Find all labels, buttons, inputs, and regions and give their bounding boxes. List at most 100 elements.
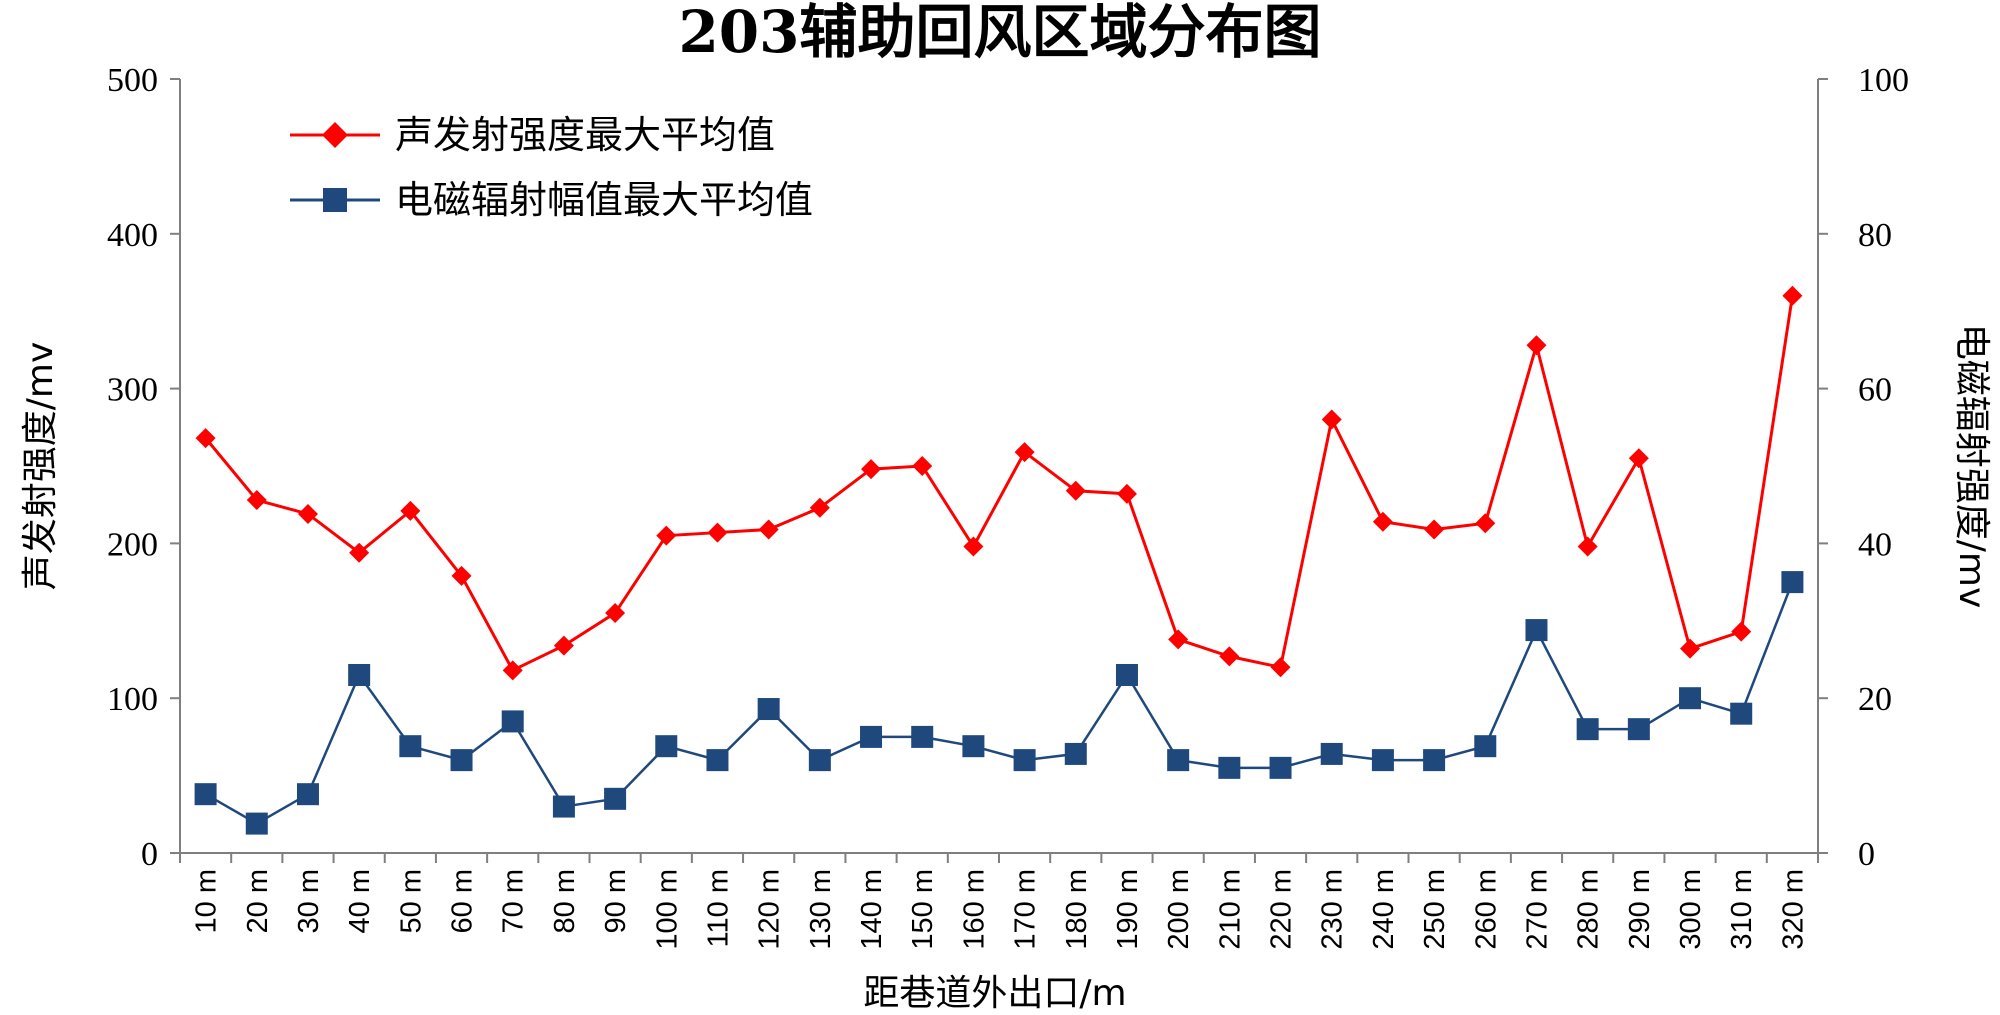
data-point-square — [1781, 571, 1804, 594]
data-point-diamond — [656, 525, 677, 546]
data-point-square — [1525, 619, 1548, 642]
data-point-diamond — [349, 542, 370, 563]
left-y-axis-label: 声发射强度/mv — [20, 342, 61, 591]
x-tick-label: 180 m — [1061, 869, 1093, 950]
x-tick-label: 140 m — [856, 869, 888, 950]
data-point-square — [706, 749, 729, 772]
x-tick-label: 70 m — [498, 869, 530, 933]
data-point-square — [1320, 742, 1343, 765]
data-point-square — [1371, 749, 1394, 772]
data-point-square — [1218, 756, 1241, 779]
x-tick-label: 100 m — [651, 869, 683, 950]
data-point-diamond — [605, 603, 626, 624]
left-y-tick-label: 400 — [107, 217, 158, 254]
legend-label-acoustic: 声发射强度最大平均值 — [395, 113, 775, 157]
x-tick-label: 80 m — [549, 869, 581, 933]
data-point-diamond — [1475, 513, 1496, 534]
data-point-diamond — [1577, 536, 1598, 557]
legend-entry-acoustic: 声发射强度最大平均值 — [290, 113, 775, 157]
data-point-square — [1423, 749, 1446, 772]
legend-label-electromagnetic: 电磁辐射幅值最大平均值 — [395, 178, 813, 222]
x-tick-label: 150 m — [907, 869, 939, 950]
data-point-diamond — [861, 459, 882, 480]
data-point-square — [1679, 687, 1702, 710]
data-point-diamond — [400, 500, 421, 521]
data-point-diamond — [1321, 409, 1342, 430]
data-point-diamond — [1424, 519, 1445, 540]
right-y-tick-label: 0 — [1858, 836, 1875, 873]
x-tick-label: 290 m — [1624, 869, 1656, 950]
x-axis-label: 距巷道外出口/m — [863, 973, 1126, 1014]
x-tick-label: 20 m — [242, 869, 274, 933]
data-point-diamond — [758, 519, 779, 540]
data-point-diamond — [1731, 621, 1752, 642]
x-tick-label: 260 m — [1470, 869, 1502, 950]
data-point-square — [1730, 702, 1753, 725]
data-point-square — [1269, 756, 1292, 779]
data-point-diamond — [451, 565, 472, 586]
data-point-square — [1576, 718, 1599, 741]
data-point-square — [1627, 718, 1650, 741]
left-y-tick-label: 200 — [107, 526, 158, 563]
x-tick-label: 190 m — [1112, 869, 1144, 950]
x-tick-label: 30 m — [293, 869, 325, 933]
data-point-square — [604, 787, 627, 810]
data-point-square — [399, 735, 422, 758]
data-point-diamond — [809, 497, 830, 518]
right-y-tick-label: 20 — [1858, 681, 1892, 718]
data-point-square — [808, 749, 831, 772]
x-tick-label: 220 m — [1266, 869, 1298, 950]
data-point-diamond — [195, 428, 216, 449]
legend-square-marker — [323, 188, 347, 212]
x-tick-label: 160 m — [958, 869, 990, 950]
data-point-square — [962, 735, 985, 758]
data-point-diamond — [1219, 646, 1240, 667]
x-tick-label: 250 m — [1419, 869, 1451, 950]
data-point-square — [450, 749, 473, 772]
data-point-square — [348, 663, 371, 686]
data-point-square — [757, 698, 780, 721]
right-y-axis-label: 电磁辐射强度/mv — [1951, 324, 1992, 609]
right-y-tick-label: 40 — [1858, 526, 1892, 563]
data-point-square — [501, 710, 524, 733]
data-point-diamond — [1372, 511, 1393, 532]
series-layer — [194, 285, 1804, 835]
data-point-diamond — [1014, 442, 1035, 463]
left-y-tick-label: 300 — [107, 372, 158, 409]
series-line-1 — [204, 581, 1794, 826]
legend-diamond-marker — [322, 122, 348, 148]
legend-entry-electromagnetic: 电磁辐射幅值最大平均值 — [290, 178, 813, 222]
x-tick-label: 110 m — [702, 869, 734, 947]
x-tick-label: 270 m — [1521, 869, 1553, 950]
data-point-square — [655, 735, 678, 758]
left-y-tick-label: 500 — [107, 62, 158, 99]
left-y-tick-label: 100 — [107, 681, 158, 718]
chart-title: 203辅助回风区域分布图 — [678, 0, 1321, 66]
x-tick-label: 50 m — [395, 869, 427, 933]
x-tick-label: 320 m — [1777, 869, 1809, 950]
x-tick-label: 120 m — [754, 869, 786, 950]
data-point-square — [1167, 749, 1190, 772]
data-point-diamond — [553, 635, 574, 656]
data-point-square — [245, 812, 268, 835]
data-point-square — [1064, 742, 1087, 765]
data-point-diamond — [1782, 285, 1803, 306]
data-point-square — [1474, 735, 1497, 758]
right-y-tick-label: 60 — [1858, 372, 1892, 409]
data-point-square — [552, 795, 575, 818]
x-tick-label: 60 m — [447, 869, 479, 933]
x-tick-label: 90 m — [600, 869, 632, 933]
x-tick-label: 300 m — [1675, 869, 1707, 950]
x-tick-label: 280 m — [1573, 869, 1605, 950]
data-point-diamond — [1628, 448, 1649, 469]
data-point-square — [1013, 749, 1036, 772]
data-point-square — [296, 783, 319, 806]
data-point-diamond — [1065, 480, 1086, 501]
data-point-diamond — [963, 536, 984, 557]
legend: 声发射强度最大平均值 电磁辐射幅值最大平均值 — [290, 113, 813, 222]
left-y-ticks: 0 100 200 300 400 500 — [107, 62, 180, 873]
data-point-diamond — [707, 522, 728, 543]
data-point-square — [860, 725, 883, 748]
data-point-diamond — [1116, 483, 1137, 504]
